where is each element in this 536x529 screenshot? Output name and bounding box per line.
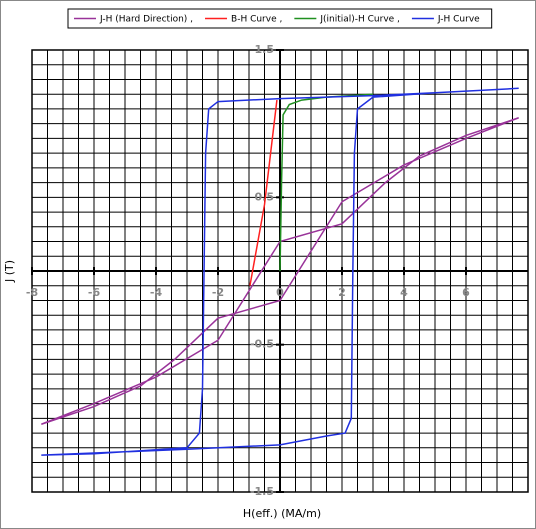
series-line bbox=[249, 100, 278, 286]
series-line bbox=[41, 87, 519, 456]
x-tick-label: -4 bbox=[150, 286, 163, 299]
x-tick-label: 2 bbox=[338, 286, 346, 299]
legend-box bbox=[67, 8, 493, 29]
x-tick-label: 0 bbox=[276, 286, 284, 299]
legend: J-H (Hard Direction) , B-H Curve , J(initi… bbox=[67, 8, 493, 29]
x-tick-label: -6 bbox=[88, 286, 101, 299]
y-tick-label: 0.5 bbox=[255, 190, 275, 203]
legend-label: B-H Curve , bbox=[231, 15, 282, 25]
x-tick-label: 6 bbox=[462, 286, 470, 299]
legend-label: J-H (Hard Direction) , bbox=[99, 15, 193, 25]
legend-label: J-H Curve bbox=[437, 15, 480, 25]
x-tick-label: -2 bbox=[212, 286, 224, 299]
x-tick-label: -8 bbox=[26, 286, 38, 299]
y-tick-label: -0.5 bbox=[250, 338, 274, 351]
y-tick-label: -1.5 bbox=[250, 485, 274, 498]
x-axis-title: H(eff.) (MA/m) bbox=[243, 507, 321, 520]
legend-label: J(initial)-H Curve , bbox=[319, 15, 400, 25]
x-tick-label: 4 bbox=[400, 286, 408, 299]
series-line bbox=[41, 117, 519, 425]
y-axis-title: J (T) bbox=[3, 260, 16, 283]
y-tick-label: 1.5 bbox=[255, 43, 275, 56]
